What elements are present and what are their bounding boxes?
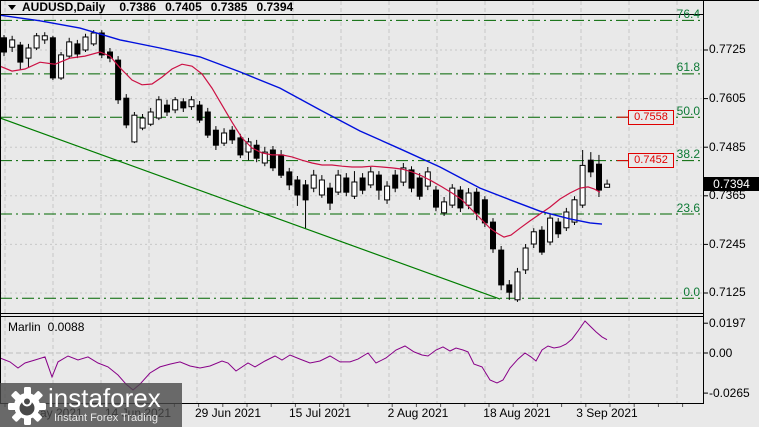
ohlc-info-bar: AUDUSD,Daily 0.7386 0.7405 0.7385 0.7394 [0, 0, 703, 14]
indicator-value: 0.0088 [47, 320, 85, 334]
symbol-period-label: AUDUSD,Daily [22, 0, 106, 14]
indicator-tick-label: 0.00 [709, 346, 733, 360]
instaforex-gear-icon [8, 387, 46, 425]
fib-label-61-8: 61.8 [676, 60, 700, 74]
current-price-badge: 0.7394 [704, 177, 759, 191]
fib-label-23-6: 23.6 [676, 201, 700, 215]
date-label: 29 Jun 2021 [194, 406, 262, 420]
high-value: 0.7405 [165, 0, 202, 14]
instaforex-watermark: instaforex Instant Forex Trading [0, 383, 182, 427]
low-value: 0.7385 [210, 0, 248, 14]
open-value: 0.7386 [119, 0, 157, 14]
date-label: 15 Jul 2021 [288, 406, 352, 420]
logo-brand-text: instaforex [48, 383, 161, 413]
date-label: 3 Sep 2021 [576, 406, 638, 420]
date-label: 18 Aug 2021 [483, 406, 551, 420]
fib-label-76-4: 76.4 [676, 7, 700, 21]
fib-label-38-2: 38.2 [676, 147, 700, 161]
price-tick-label: 0.7365 [709, 188, 746, 202]
indicator-name: Marlin [8, 320, 41, 334]
price-tick-label: 0.7245 [709, 237, 746, 251]
date-label: 2 Aug 2021 [387, 406, 449, 420]
indicator-tick-label: -0.0265 [709, 386, 750, 400]
level-tag-0-7452: 0.7452 [628, 153, 674, 168]
indicator-tick-label: 0.0197 [709, 316, 746, 330]
close-value: 0.7394 [256, 0, 294, 14]
price-tick-label: 0.7605 [709, 91, 746, 105]
symbol-dropdown-icon[interactable] [8, 4, 16, 10]
price-tick-label: 0.7725 [709, 42, 746, 56]
fib-label-0-0: 0.0 [683, 285, 700, 299]
price-tick-label: 0.7125 [709, 285, 746, 299]
price-tick-label: 0.7485 [709, 140, 746, 154]
logo-tagline-text: Instant Forex Trading [54, 412, 158, 424]
indicator-title: Marlin 0.0088 [8, 320, 84, 334]
fib-label-50-0: 50.0 [676, 104, 700, 118]
level-tag-0-7558: 0.7558 [628, 110, 674, 125]
